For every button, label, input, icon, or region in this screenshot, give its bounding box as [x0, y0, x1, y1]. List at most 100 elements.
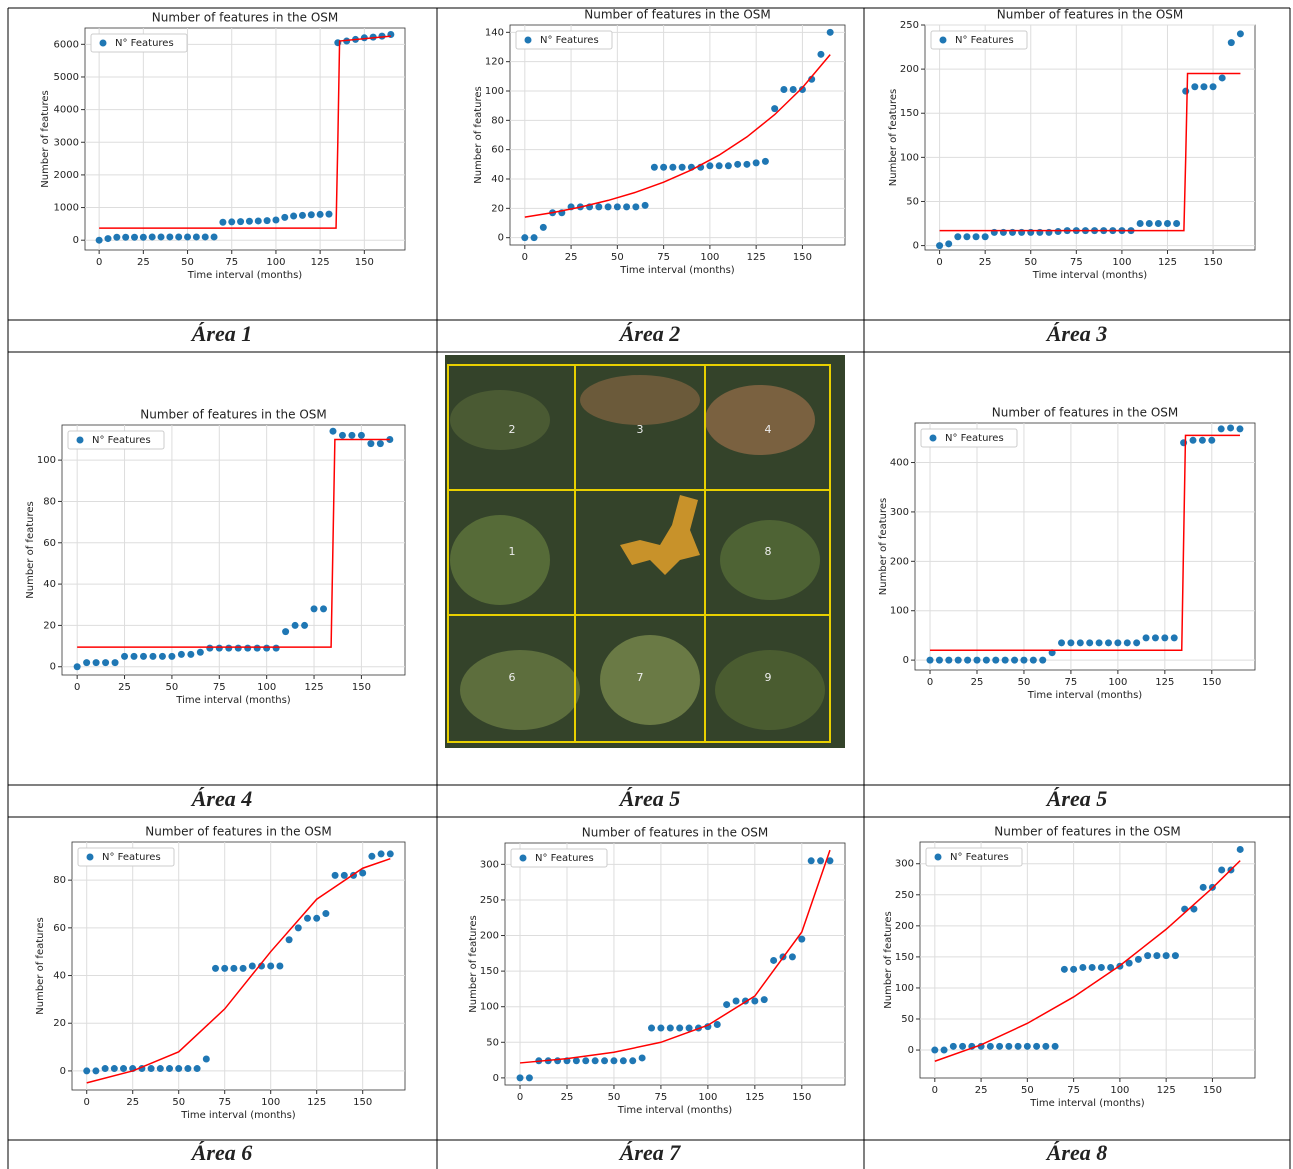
y-tick-label: 20: [491, 203, 504, 214]
x-axis-label: Time interval (months): [619, 265, 735, 276]
x-tick-label: 75: [657, 252, 670, 263]
legend-label: N° Features: [102, 852, 161, 863]
data-point: [753, 159, 760, 166]
x-axis-label: Time interval (months): [1029, 1098, 1145, 1109]
y-axis-label: Number of features: [888, 89, 899, 186]
data-point: [104, 235, 111, 242]
data-point: [131, 653, 138, 660]
legend-marker: [940, 37, 947, 44]
data-point: [325, 211, 332, 218]
data-point: [706, 162, 713, 169]
x-tick-label: 75: [1065, 677, 1078, 688]
data-point: [945, 657, 952, 664]
x-tick-label: 25: [975, 1085, 988, 1096]
data-point: [931, 1047, 938, 1054]
data-point: [987, 1043, 994, 1050]
x-tick-label: 75: [655, 1092, 668, 1103]
data-point: [1077, 639, 1084, 646]
caption: Área 8: [1045, 1140, 1108, 1165]
data-point: [996, 1043, 1003, 1050]
data-point: [660, 164, 667, 171]
x-tick-label: 125: [1157, 1085, 1176, 1096]
data-point: [1096, 639, 1103, 646]
chart-title: Number of features in the OSM: [584, 8, 770, 22]
data-point: [120, 1065, 127, 1072]
data-point: [230, 965, 237, 972]
satellite-image: [445, 355, 845, 748]
data-point: [1199, 437, 1206, 444]
y-tick-label: 250: [480, 895, 499, 906]
y-tick-label: 100: [895, 983, 914, 994]
data-point: [1030, 657, 1037, 664]
chart: 0255075100125150020406080100120140Number…: [473, 8, 845, 277]
data-point: [140, 653, 147, 660]
data-point: [221, 965, 228, 972]
data-point: [936, 657, 943, 664]
data-point: [517, 1074, 524, 1081]
terrain: [720, 520, 820, 600]
x-tick-label: 25: [971, 677, 984, 688]
terrain: [600, 635, 700, 725]
data-point: [723, 1001, 730, 1008]
x-tick-label: 75: [1067, 1085, 1080, 1096]
data-point: [1002, 657, 1009, 664]
y-tick-label: 0: [913, 241, 919, 252]
data-point: [1172, 952, 1179, 959]
y-tick-label: 60: [43, 538, 56, 549]
y-tick-label: 250: [895, 890, 914, 901]
data-point: [197, 649, 204, 656]
data-point: [320, 605, 327, 612]
data-point: [1015, 1043, 1022, 1050]
x-tick-label: 150: [793, 252, 812, 263]
data-point: [1079, 964, 1086, 971]
x-tick-label: 150: [355, 257, 374, 268]
data-point: [1005, 1043, 1012, 1050]
terrain: [460, 650, 580, 730]
image-label: 4: [765, 423, 772, 436]
data-point: [642, 202, 649, 209]
data-point: [629, 1057, 636, 1064]
data-point: [332, 872, 339, 879]
x-tick-label: 75: [1070, 257, 1083, 268]
caption: Área 2: [618, 321, 681, 346]
y-tick-label: 200: [900, 64, 919, 75]
plot-area: [925, 25, 1255, 250]
y-tick-label: 200: [890, 556, 909, 567]
data-point: [175, 233, 182, 240]
data-point: [1219, 74, 1226, 81]
data-point: [225, 645, 232, 652]
y-axis-label: Number of features: [468, 915, 479, 1012]
legend-marker: [520, 855, 527, 862]
data-point: [716, 162, 723, 169]
data-point: [378, 850, 385, 857]
y-tick-label: 300: [890, 507, 909, 518]
data-point: [339, 432, 346, 439]
x-tick-label: 50: [611, 252, 624, 263]
image-label: 8: [765, 545, 772, 558]
data-point: [237, 218, 244, 225]
y-tick-label: 40: [43, 579, 56, 590]
chart: 0255075100125150010002000300040005000600…: [40, 11, 405, 282]
data-point: [1061, 966, 1068, 973]
caption: Área 3: [1045, 321, 1108, 346]
x-axis-label: Time interval (months): [187, 270, 303, 281]
data-point: [1155, 220, 1162, 227]
data-point: [955, 657, 962, 664]
data-point: [1236, 425, 1243, 432]
data-point: [276, 963, 283, 970]
chart-title: Number of features in the OSM: [992, 406, 1178, 420]
data-point: [1161, 634, 1168, 641]
data-point: [1124, 639, 1131, 646]
data-point: [193, 233, 200, 240]
data-point: [1055, 228, 1062, 235]
data-point: [74, 663, 81, 670]
data-point: [1146, 220, 1153, 227]
data-point: [540, 224, 547, 231]
data-point: [184, 1065, 191, 1072]
y-tick-label: 80: [491, 115, 504, 126]
data-point: [1137, 220, 1144, 227]
legend-label: N° Features: [540, 35, 599, 46]
data-point: [92, 1067, 99, 1074]
data-point: [159, 653, 166, 660]
data-point: [122, 234, 129, 241]
